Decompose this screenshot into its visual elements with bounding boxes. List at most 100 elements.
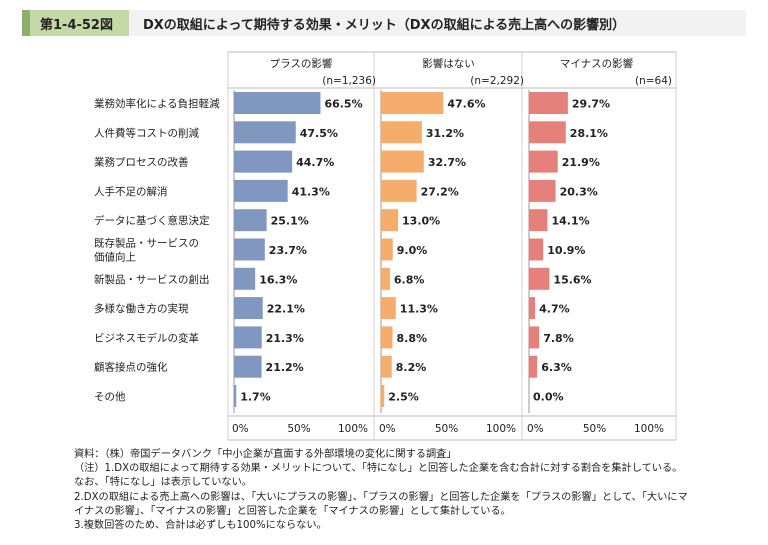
bar <box>381 179 417 202</box>
data-label: 10.9% <box>547 244 585 257</box>
data-label: 8.2% <box>396 361 427 374</box>
category-label: ビジネスモデルの変革 <box>94 331 199 344</box>
data-label: 21.2% <box>266 361 304 374</box>
data-label: 66.5% <box>324 98 362 111</box>
series-n-label: (n=64) <box>635 75 672 87</box>
series-name: 影響はない <box>422 57 475 70</box>
bar <box>381 267 390 290</box>
bar <box>381 355 392 378</box>
series-n-label: (n=1,236) <box>322 75 376 87</box>
title-accent <box>22 10 30 36</box>
data-label: 22.1% <box>267 303 305 316</box>
data-label: 31.2% <box>426 127 464 140</box>
x-tick-label: 0% <box>527 423 544 435</box>
data-label: 0.0% <box>533 391 564 404</box>
x-tick-label: 50% <box>583 423 606 435</box>
category-label: 業務プロセスの改善 <box>94 156 189 169</box>
category-label: 顧客接点の強化 <box>94 361 168 374</box>
bar <box>529 150 558 173</box>
series-n-label: (n=2,292) <box>470 75 524 87</box>
data-label: 41.3% <box>292 185 330 198</box>
bar <box>381 238 393 261</box>
bar <box>234 238 265 261</box>
bar <box>529 238 544 261</box>
data-label: 47.6% <box>447 98 485 111</box>
bar <box>529 297 536 320</box>
note-2-cont: イナスの影響」、「マイナスの影響」と回答した企業を「マイナスの影響」として集計し… <box>74 505 511 517</box>
note-source: 資料：（株）帝国データバンク「中小企業が直面する外部環境の変化に関する調査」 <box>74 449 457 460</box>
category-label: 多様な働き方の実現 <box>94 302 189 315</box>
bar <box>529 267 550 290</box>
figure-title: DXの取組によって期待する効果・メリット（DXの取組による売上高への影響別） <box>142 17 626 33</box>
bar <box>381 326 393 349</box>
category-label: 業務効率化による負担軽減 <box>94 97 220 110</box>
bar <box>234 326 262 349</box>
category-label: その他 <box>94 390 126 403</box>
data-label: 28.1% <box>570 127 608 140</box>
category-label: 人手不足の解消 <box>94 185 168 198</box>
bar <box>529 179 556 202</box>
data-label: 14.1% <box>551 215 589 228</box>
bar <box>381 385 385 407</box>
data-label: 6.3% <box>541 361 572 374</box>
x-tick-label: 100% <box>486 423 516 435</box>
data-label: 15.6% <box>553 273 591 286</box>
bar <box>529 121 566 144</box>
bar <box>381 92 444 114</box>
x-tick-label: 50% <box>287 423 310 435</box>
data-label: 29.7% <box>572 98 610 111</box>
bar <box>381 121 422 144</box>
x-tick-label: 100% <box>634 423 664 435</box>
bar <box>234 355 262 378</box>
bar <box>381 209 399 232</box>
data-label: 11.3% <box>400 303 438 316</box>
note-2: 2.DXの取組による売上高への影響は、「大いにプラスの影響」、「プラスの影響」と… <box>74 491 688 503</box>
data-label: 44.7% <box>296 156 334 169</box>
bar <box>529 326 540 349</box>
data-label: 20.3% <box>560 185 598 198</box>
data-label: 2.5% <box>388 391 419 404</box>
data-label: 21.9% <box>562 156 600 169</box>
bar <box>234 385 237 407</box>
data-label: 47.5% <box>300 127 338 140</box>
figure-notes: 資料：（株）帝国データバンク「中小企業が直面する外部環境の変化に関する調査」 （… <box>74 448 734 533</box>
series-name: マイナスの影響 <box>560 57 634 70</box>
data-label: 1.7% <box>240 391 271 404</box>
category-label: 既存製品・サービスの価値向上 <box>94 237 199 264</box>
data-label: 7.8% <box>543 332 574 345</box>
data-label: 6.8% <box>394 273 425 286</box>
bar <box>234 150 293 173</box>
bar <box>234 92 321 114</box>
bar <box>529 92 568 114</box>
series-name: プラスの影響 <box>270 57 333 70</box>
bar <box>381 150 424 173</box>
note-3: 3.複数回答のため、合計は必ずしも100%にならない。 <box>74 520 327 532</box>
bar <box>234 267 256 290</box>
data-label: 9.0% <box>397 244 428 257</box>
data-label: 8.8% <box>397 332 428 345</box>
data-label: 4.7% <box>539 303 570 316</box>
data-label: 13.0% <box>402 215 440 228</box>
bar <box>381 297 396 320</box>
x-tick-label: 0% <box>232 423 249 435</box>
bar <box>234 121 296 144</box>
data-label: 21.3% <box>266 332 304 345</box>
data-label: 16.3% <box>259 273 297 286</box>
data-label: 25.1% <box>271 215 309 228</box>
data-label: 23.7% <box>269 244 307 257</box>
category-label: データに基づく意思決定 <box>94 214 210 227</box>
data-label: 32.7% <box>428 156 466 169</box>
bar <box>234 209 267 232</box>
x-tick-label: 100% <box>338 423 368 435</box>
note-1-cont: なお、「特になし」は表示していない。 <box>74 477 252 489</box>
bar <box>529 355 538 378</box>
bar <box>529 209 548 232</box>
x-tick-label: 0% <box>379 423 396 435</box>
category-label: 人件費等コストの削減 <box>94 126 199 139</box>
figure-number: 第1-4-52図 <box>30 10 129 36</box>
category-label: 新製品・サービスの創出 <box>94 273 210 286</box>
note-1: （注）1.DXの取組によって期待する効果・メリットについて、「特になし」と回答し… <box>74 463 683 475</box>
data-label: 27.2% <box>421 185 459 198</box>
bar <box>234 179 288 202</box>
